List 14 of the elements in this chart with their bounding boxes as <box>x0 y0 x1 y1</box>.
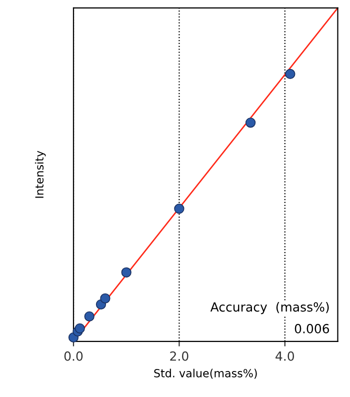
x-axis-title: Std. value(mass%) <box>154 368 257 379</box>
x-tick-label: 0.0 <box>64 351 83 361</box>
point <box>285 68 296 80</box>
point <box>121 267 132 278</box>
point <box>74 323 85 334</box>
x-tick-label: 2.0 <box>170 351 188 361</box>
point <box>174 204 184 214</box>
point <box>245 118 256 128</box>
x-tick-label: 4.0 <box>276 351 294 361</box>
point <box>84 311 94 322</box>
annotation: Accuracy (mass%) <box>210 302 329 314</box>
y-axis-title: Intensity <box>34 150 46 198</box>
annotation: 0.006 <box>294 324 330 334</box>
point <box>100 293 110 304</box>
